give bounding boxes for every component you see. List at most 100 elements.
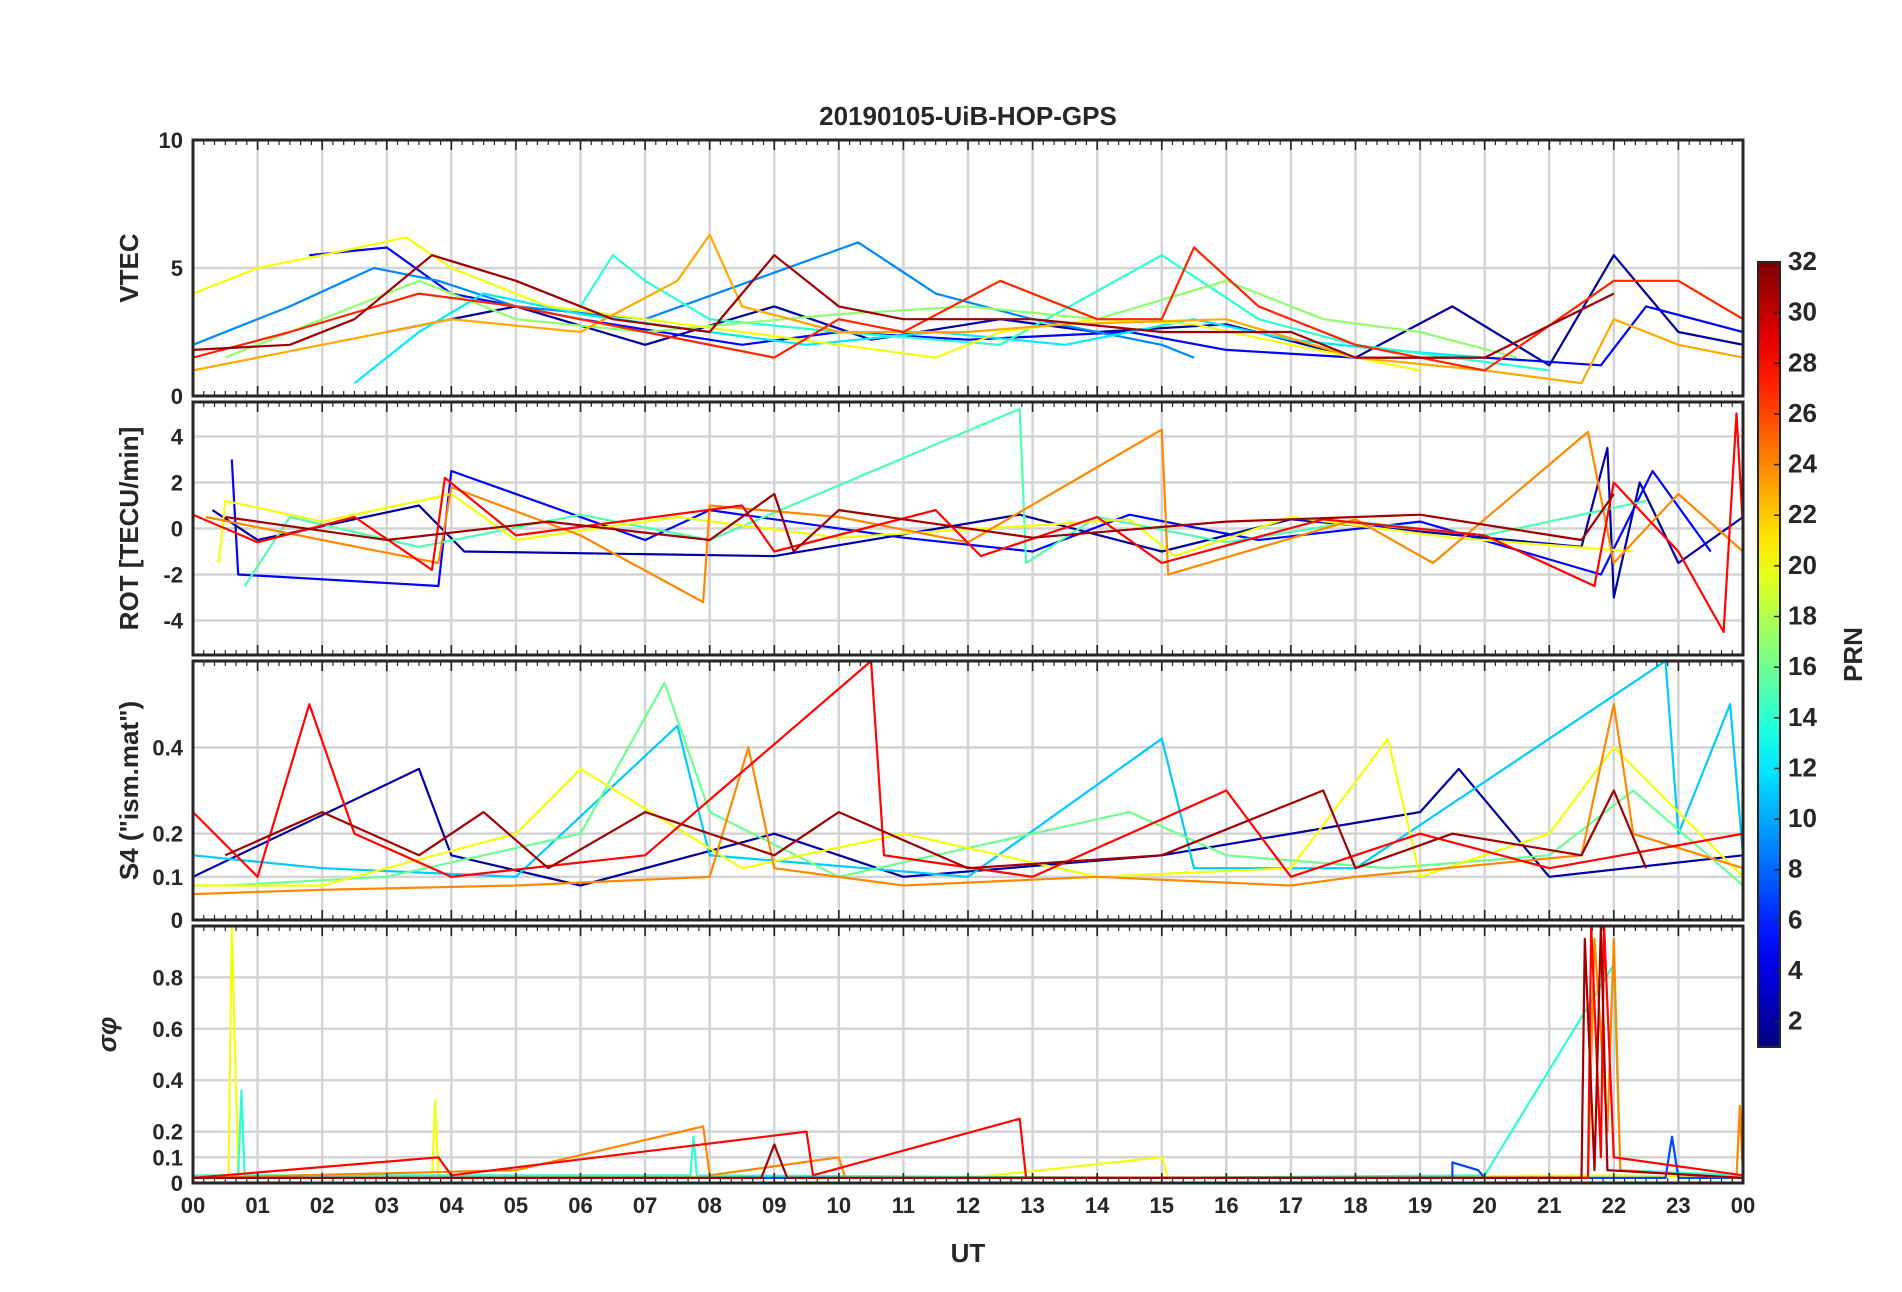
y-tick-label: 0 — [171, 517, 183, 542]
x-minor-ticks — [203, 402, 1733, 655]
series-line-prn-31 — [224, 789, 1648, 870]
y-tick-label: 0.4 — [152, 1068, 183, 1093]
colorbar-tick-label: 6 — [1788, 904, 1802, 934]
x-tick-label: 06 — [568, 1193, 592, 1218]
series-line-prn-24 — [205, 428, 1743, 604]
colorbar-tick-label: 4 — [1788, 955, 1803, 985]
series-line-prn-16 — [225, 681, 1743, 887]
axes-frame — [191, 659, 1745, 922]
x-minor-ticks — [203, 926, 1733, 1183]
x-tick-label: 23 — [1666, 1193, 1690, 1218]
x-tick-label: 00 — [1731, 1193, 1755, 1218]
colorbar-label: PRN — [1838, 627, 1868, 682]
panel-rot: -4 -2 0 2 4 ROT [TECU/min] — [114, 400, 1745, 657]
series-group — [193, 661, 1743, 896]
y-tick-label: 0.8 — [152, 965, 183, 990]
y-tick-label: 5 — [171, 256, 183, 281]
colorbar-bar — [1757, 261, 1781, 1048]
y-tick-label: 4 — [171, 425, 184, 450]
y-tick-label: 0.1 — [152, 1145, 183, 1170]
panel-vtec: 0 5 10 VTEC — [114, 128, 1745, 409]
y-axis-label: ROT [TECU/min] — [114, 427, 144, 631]
y-tick-label: -2 — [163, 563, 183, 588]
series-line-prn-5 — [230, 459, 1712, 588]
x-tick-label: 15 — [1150, 1193, 1174, 1218]
colorbar-tick-label: 26 — [1788, 398, 1817, 428]
axes-frame — [191, 138, 1745, 398]
colorbar-tick-label: 16 — [1788, 651, 1817, 681]
x-minor-ticks — [203, 661, 1733, 920]
x-tick-label: 02 — [310, 1193, 334, 1218]
series-group — [193, 407, 1743, 634]
x-tick-label: 16 — [1214, 1193, 1238, 1218]
x-minor-ticks — [203, 140, 1733, 396]
y-tick-label: 0.2 — [152, 822, 183, 847]
series-line-prn-14 — [579, 254, 1550, 372]
colorbar-tick-label: 12 — [1788, 752, 1817, 782]
x-tick-label: 17 — [1279, 1193, 1303, 1218]
y-tick-label: 0.4 — [152, 735, 183, 760]
series-line-prn-11 — [193, 661, 1743, 878]
x-tick-label: 04 — [439, 1193, 464, 1218]
x-tick-label: 12 — [956, 1193, 980, 1218]
y-tick-label: 0 — [171, 908, 183, 933]
chart-title: 20190105-UiB-HOP-GPS — [819, 101, 1117, 131]
y-tick-label: 0 — [171, 384, 183, 409]
y-tick-label: 0.1 — [152, 865, 183, 890]
x-tick-label: 07 — [633, 1193, 657, 1218]
x-tick-label: 09 — [762, 1193, 786, 1218]
colorbar-tick-label: 30 — [1788, 297, 1817, 327]
series-line-prn-23 — [193, 233, 1743, 385]
y-axis-label: S4 ("ism.mat") — [114, 701, 144, 880]
panel-sigma-phi: 00.10.2 0.4 0.6 0.8 σφ 00 01 02 03 04 05 06 07 08 09 10… — [92, 924, 1755, 1218]
x-tick-label: 13 — [1020, 1193, 1044, 1218]
y-tick-label: 2 — [171, 471, 183, 496]
series-line-prn-5 — [309, 246, 1743, 367]
x-tick-label: 14 — [1085, 1193, 1110, 1218]
x-tick-label: 00 — [181, 1193, 205, 1218]
series-line-prn-24 — [193, 703, 1743, 896]
x-tick-label: 21 — [1537, 1193, 1561, 1218]
colorbar-tick-label: 8 — [1788, 854, 1802, 884]
y-tick-label: 0.2 — [152, 1120, 183, 1145]
y-tick-label: 0.6 — [152, 1017, 183, 1042]
series-line-prn-31 — [193, 926, 1743, 1179]
series-group — [193, 233, 1743, 385]
colorbar-tick-label: 24 — [1788, 449, 1817, 479]
colorbar-tick-label: 2 — [1788, 1006, 1802, 1036]
series-line-prn-20 — [193, 236, 1421, 372]
x-tick-label: 20 — [1472, 1193, 1496, 1218]
colorbar-tick-label: 10 — [1788, 803, 1817, 833]
colorbar-tick-label: 14 — [1788, 702, 1817, 732]
series-line-prn-31 — [225, 492, 1615, 553]
y-axis-label: σφ — [92, 1017, 122, 1053]
colorbar-tick-label: 18 — [1788, 601, 1817, 631]
series-line-prn-17 — [224, 279, 1518, 359]
colorbar-tick-label: 22 — [1788, 499, 1817, 529]
panel-s4: 0 0.1 0.2 0.4 S4 ("ism.mat") — [114, 659, 1745, 933]
series-line-prn-2 — [211, 446, 1743, 599]
x-tick-label: 22 — [1602, 1193, 1626, 1218]
x-tick-label: 10 — [827, 1193, 851, 1218]
colorbar-tick-label: 28 — [1788, 347, 1817, 377]
axes-frame — [191, 400, 1745, 657]
y-tick-label: -4 — [163, 609, 183, 634]
series-line-prn-2 — [386, 254, 1743, 367]
series-line-prn-2 — [193, 767, 1743, 887]
y-axis-label: VTEC — [114, 233, 144, 303]
colorbar-tick-label: 20 — [1788, 550, 1817, 580]
axes-frame — [191, 924, 1745, 1185]
x-tick-label: 19 — [1408, 1193, 1432, 1218]
x-tick-label: 03 — [375, 1193, 399, 1218]
x-tick-label: 18 — [1343, 1193, 1367, 1218]
series-line-prn-27 — [193, 246, 1743, 372]
x-tick-label: 11 — [892, 1193, 915, 1218]
x-tick-label: 05 — [504, 1193, 528, 1218]
y-tick-label: 0 — [171, 1171, 183, 1196]
x-tick-label: 01 — [245, 1193, 269, 1218]
y-tick-label: 10 — [159, 128, 183, 153]
series-line-prn-31 — [193, 254, 1615, 359]
